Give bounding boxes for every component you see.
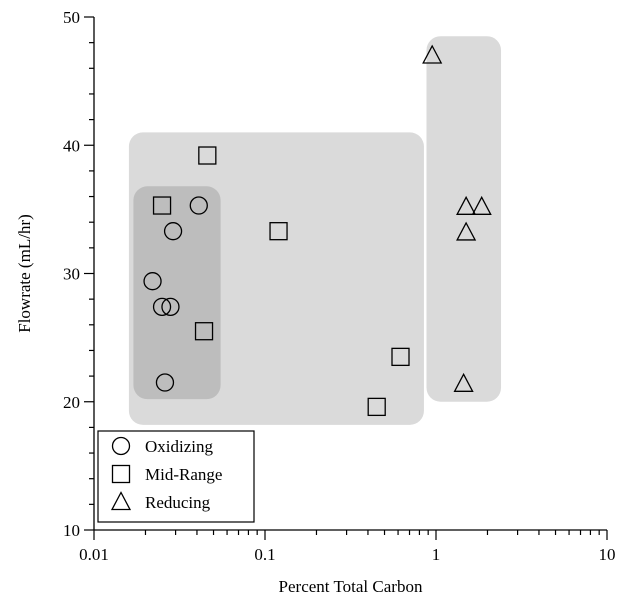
shaded-regions (128, 36, 502, 425)
y-tick-label: 40 (63, 136, 80, 155)
x-tick-label: 0.01 (79, 545, 109, 564)
square-point (269, 222, 288, 241)
legend-label: Oxidizing (145, 437, 213, 456)
x-tick-label: 10 (599, 545, 616, 564)
triangle-point (456, 221, 477, 241)
circle-point (155, 373, 175, 392)
data-points (143, 44, 492, 417)
y-tick-label: 20 (63, 393, 80, 412)
triangle-point (422, 44, 443, 64)
y-tick-label: 30 (63, 265, 80, 284)
legend-triangle-icon (110, 491, 132, 511)
y-axis-title: Flowrate (mL/hr) (15, 214, 34, 333)
y-tick-label: 50 (63, 8, 80, 27)
triangle-point (453, 372, 474, 392)
x-axis-title: Percent Total Carbon (279, 577, 423, 596)
circle-point (163, 222, 183, 241)
legend-label: Mid-Range (145, 465, 222, 484)
square-point (152, 196, 172, 215)
legend-circle-icon (111, 436, 131, 456)
x-tick-label: 0.1 (254, 545, 275, 564)
triangle-point (456, 195, 477, 215)
x-tick-label: 1 (432, 545, 441, 564)
circle-point (161, 297, 180, 316)
tick-marks: 10 20 30 40 50 0.01 0.1 1 10 (63, 8, 616, 564)
square-point (367, 397, 386, 417)
circle-point (189, 196, 208, 215)
legend-square-icon (111, 464, 131, 484)
legend-label: Reducing (145, 493, 211, 512)
legend-box (97, 430, 255, 523)
circle-point (143, 272, 162, 291)
y-tick-label: 10 (63, 521, 80, 540)
circle-point (152, 297, 172, 316)
square-point (391, 347, 410, 367)
legend: Oxidizing Mid-Range Reducing (97, 430, 255, 523)
square-point (194, 322, 214, 341)
triangle-point (471, 195, 492, 215)
reducing-region (426, 36, 502, 402)
square-point (198, 146, 217, 165)
oxidizing-region (133, 186, 221, 400)
